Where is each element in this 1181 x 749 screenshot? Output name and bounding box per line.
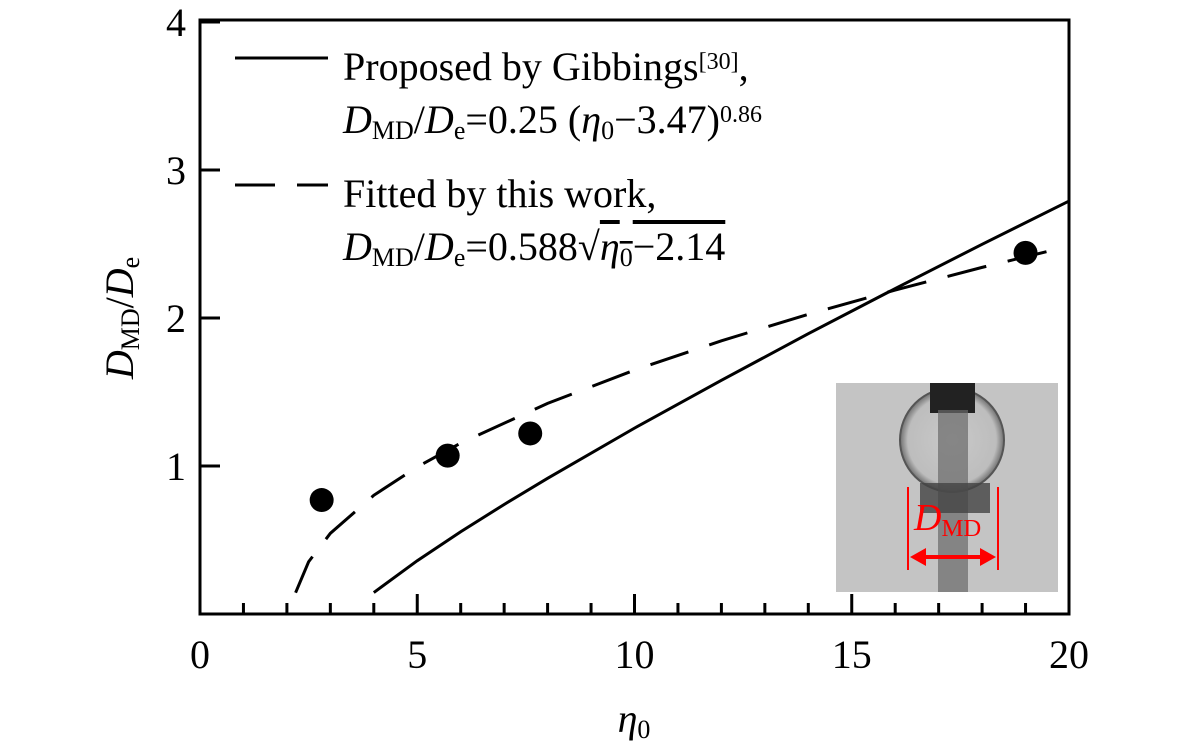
x-tick-label: 20: [1049, 632, 1089, 677]
text-part: D: [913, 497, 941, 539]
text-part: [30]: [699, 49, 739, 75]
text-part: Fitted by this work,: [343, 171, 656, 216]
x-tick-label: 5: [407, 632, 427, 677]
text-part: /: [414, 224, 426, 269]
text-part: D: [342, 224, 372, 269]
x-tick-label: 10: [615, 632, 655, 677]
y-axis-label: DMD/De: [97, 257, 145, 380]
series-line: [294, 244, 1070, 594]
text-part: MD: [372, 116, 414, 145]
x-axis-label: η0: [618, 696, 651, 744]
text-part: ,: [739, 44, 749, 89]
text-part: 0: [637, 715, 650, 744]
data-point: [518, 421, 543, 446]
text-part: MD: [941, 515, 981, 542]
x-tick-label: 15: [832, 632, 872, 677]
data-point: [309, 488, 334, 513]
text-part: =0.25 (: [465, 97, 581, 142]
legend-text: Fitted by this work,: [343, 171, 656, 216]
text-part: η: [600, 224, 620, 269]
text-part: /: [414, 97, 426, 142]
text-part: η: [618, 696, 638, 741]
text-part: =0.588: [465, 224, 578, 269]
text-part: MD: [116, 308, 145, 350]
series-line: [372, 199, 1070, 594]
text-part: e: [116, 257, 145, 269]
text-part: D: [424, 97, 454, 142]
data-point: [435, 443, 460, 468]
text-part: MD: [372, 243, 414, 272]
inset-label: DMD: [913, 497, 981, 542]
y-tick-label: 4: [166, 0, 186, 45]
text-part: √: [578, 224, 600, 269]
text-part: D: [97, 350, 142, 380]
x-tick-label: 0: [190, 632, 210, 677]
text-part: /: [97, 296, 142, 308]
legend-text: Proposed by Gibbings[30],: [343, 44, 749, 89]
text-part: 0: [601, 116, 614, 145]
y-tick-label: 1: [166, 444, 186, 489]
text-part: D: [424, 224, 454, 269]
text-part: Proposed by Gibbings: [343, 44, 699, 89]
inset-image: [836, 383, 1058, 592]
text-part: −2.14: [633, 224, 726, 269]
legend-text: DMD/De=0.588√η0−2.14: [342, 224, 725, 272]
text-part: −3.47): [614, 97, 720, 142]
data-point: [1013, 240, 1038, 265]
text-part: D: [97, 268, 142, 298]
y-tick-label: 3: [166, 148, 186, 193]
text-part: 0.86: [720, 102, 762, 128]
text-part: D: [342, 97, 372, 142]
text-part: 0: [620, 243, 633, 272]
y-tick-label: 2: [166, 296, 186, 341]
text-part: η: [581, 97, 601, 142]
text-part: e: [454, 243, 466, 272]
legend-text: DMD/De=0.25 (η0−3.47)0.86: [342, 97, 762, 145]
text-part: e: [454, 116, 466, 145]
